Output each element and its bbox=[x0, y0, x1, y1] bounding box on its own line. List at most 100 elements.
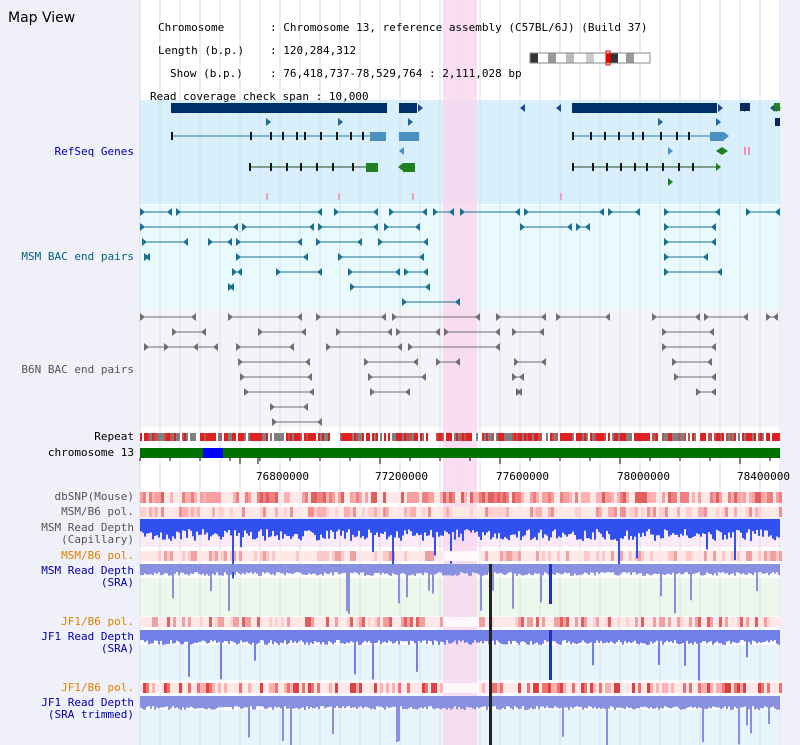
polymorphism-cell bbox=[557, 551, 560, 561]
polymorphism-cell bbox=[776, 492, 779, 503]
polymorphism-cell bbox=[407, 492, 410, 503]
depth-bar bbox=[284, 696, 286, 707]
polymorphism-cell bbox=[602, 507, 605, 517]
b6n-bac-pair-end bbox=[704, 313, 709, 321]
depth-bar bbox=[720, 519, 722, 533]
depth-bar bbox=[292, 519, 294, 537]
polymorphism-cell bbox=[683, 492, 686, 503]
depth-bar bbox=[750, 519, 752, 541]
depth-bar bbox=[182, 564, 184, 573]
polymorphism-cell bbox=[428, 507, 431, 517]
polymorphism-cell bbox=[764, 507, 767, 517]
repeat-segment bbox=[342, 433, 344, 441]
polymorphism-cell bbox=[542, 492, 545, 503]
depth-bar bbox=[214, 630, 216, 641]
polymorphism-cell bbox=[488, 551, 491, 561]
polymorphism-cell bbox=[431, 507, 434, 517]
track-label-repeat[interactable]: Repeat bbox=[94, 430, 134, 443]
depth-bar bbox=[466, 519, 468, 530]
polymorphism-cell bbox=[257, 492, 260, 503]
track-label-msm-depth-sra[interactable]: MSM Read Depth (SRA) bbox=[2, 565, 134, 589]
polymorphism-cell bbox=[491, 683, 494, 693]
b6n-bac-pair-end bbox=[309, 388, 314, 396]
b6n-bac-pair-end bbox=[743, 313, 748, 321]
depth-bar bbox=[714, 519, 716, 541]
depth-bar bbox=[606, 564, 608, 573]
polymorphism-cell bbox=[374, 551, 377, 561]
depth-bar bbox=[634, 519, 636, 537]
depth-bar bbox=[542, 696, 544, 707]
repeat-segment bbox=[704, 433, 706, 441]
polymorphism-cell bbox=[725, 492, 728, 503]
axis-tick-label: 77600000 bbox=[496, 470, 549, 483]
track-label-msm-b6-pol-2[interactable]: MSM/B6 pol. bbox=[61, 549, 134, 562]
polymorphism-cell bbox=[347, 492, 350, 503]
polymorphism-cell bbox=[545, 617, 548, 627]
depth-bar bbox=[340, 519, 342, 536]
depth-bar bbox=[512, 630, 514, 642]
depth-bar bbox=[768, 696, 770, 725]
track-label-jf1-depth[interactable]: JF1 Read Depth (SRA) bbox=[2, 631, 134, 655]
track-label-refseq[interactable]: RefSeq Genes bbox=[54, 145, 134, 158]
polymorphism-cell bbox=[749, 507, 752, 517]
repeat-segment bbox=[566, 433, 568, 441]
polymorphism-cell bbox=[506, 617, 509, 627]
track-label-jf1-b6-pol-2[interactable]: JF1/B6 pol. bbox=[61, 681, 134, 694]
polymorphism-cell bbox=[635, 507, 638, 517]
msm-bac-pair-end bbox=[422, 208, 427, 216]
depth-bar bbox=[344, 696, 346, 709]
depth-bar bbox=[412, 564, 414, 575]
depth-bar bbox=[280, 519, 282, 532]
polymorphism-cell bbox=[509, 492, 512, 503]
repeat-segment bbox=[666, 433, 668, 441]
exon bbox=[350, 132, 352, 140]
track-label-msm-b6-pol-1[interactable]: MSM/B6 pol. bbox=[61, 505, 134, 518]
depth-bar bbox=[522, 519, 524, 537]
depth-bar bbox=[330, 519, 332, 531]
polymorphism-cell bbox=[689, 683, 692, 693]
polymorphism-cell bbox=[341, 683, 344, 693]
depth-bar bbox=[592, 696, 594, 709]
depth-bar bbox=[174, 696, 176, 709]
depth-bar bbox=[760, 696, 762, 709]
polymorphism-cell bbox=[581, 683, 584, 693]
polymorphism-cell bbox=[263, 617, 266, 627]
track-label-dbsnp[interactable]: dbSNP(Mouse) bbox=[54, 490, 134, 503]
track-label-jf1-depth-trimmed[interactable]: JF1 Read Depth (SRA trimmed) bbox=[2, 697, 134, 721]
depth-bar bbox=[536, 564, 538, 574]
repeat-segment bbox=[166, 433, 168, 441]
track-label-chromosome[interactable]: chromosome 13 bbox=[47, 446, 134, 459]
depth-bar bbox=[626, 696, 628, 707]
polymorphism-cell bbox=[407, 617, 410, 627]
track-label-msm-depth-cap[interactable]: MSM Read Depth (Capillary) bbox=[2, 522, 134, 546]
depth-bar bbox=[472, 630, 474, 643]
depth-bar bbox=[700, 630, 702, 643]
depth-bar bbox=[616, 630, 618, 642]
depth-bar bbox=[708, 630, 710, 642]
refseq-gene-block bbox=[399, 103, 417, 113]
polymorphism-cell bbox=[485, 617, 488, 627]
depth-bar bbox=[158, 630, 160, 645]
depth-bar bbox=[460, 696, 462, 709]
repeat-segment bbox=[168, 433, 170, 441]
polymorphism-cell bbox=[263, 683, 266, 693]
polymorphism-cell bbox=[206, 492, 209, 503]
depth-bar bbox=[558, 519, 560, 537]
track-label-jf1-b6-pol-1[interactable]: JF1/B6 pol. bbox=[61, 615, 134, 628]
track-label-b6n-bac[interactable]: B6N BAC end pairs bbox=[21, 363, 134, 376]
ideogram-segment bbox=[634, 53, 650, 63]
strand-arrow bbox=[668, 147, 673, 155]
depth-spike bbox=[549, 630, 552, 680]
depth-bar bbox=[544, 519, 546, 535]
depth-bar bbox=[378, 519, 380, 537]
depth-bar bbox=[748, 564, 750, 573]
polymorphism-cell bbox=[236, 617, 239, 627]
track-label-msm-bac[interactable]: MSM BAC end pairs bbox=[21, 250, 134, 263]
polymorphism-cell bbox=[722, 683, 725, 693]
depth-bar bbox=[638, 696, 640, 709]
polymorphism-cell bbox=[716, 507, 719, 517]
depth-bar bbox=[606, 696, 608, 745]
polymorphism-cell bbox=[248, 683, 251, 693]
depth-bar bbox=[202, 519, 204, 530]
